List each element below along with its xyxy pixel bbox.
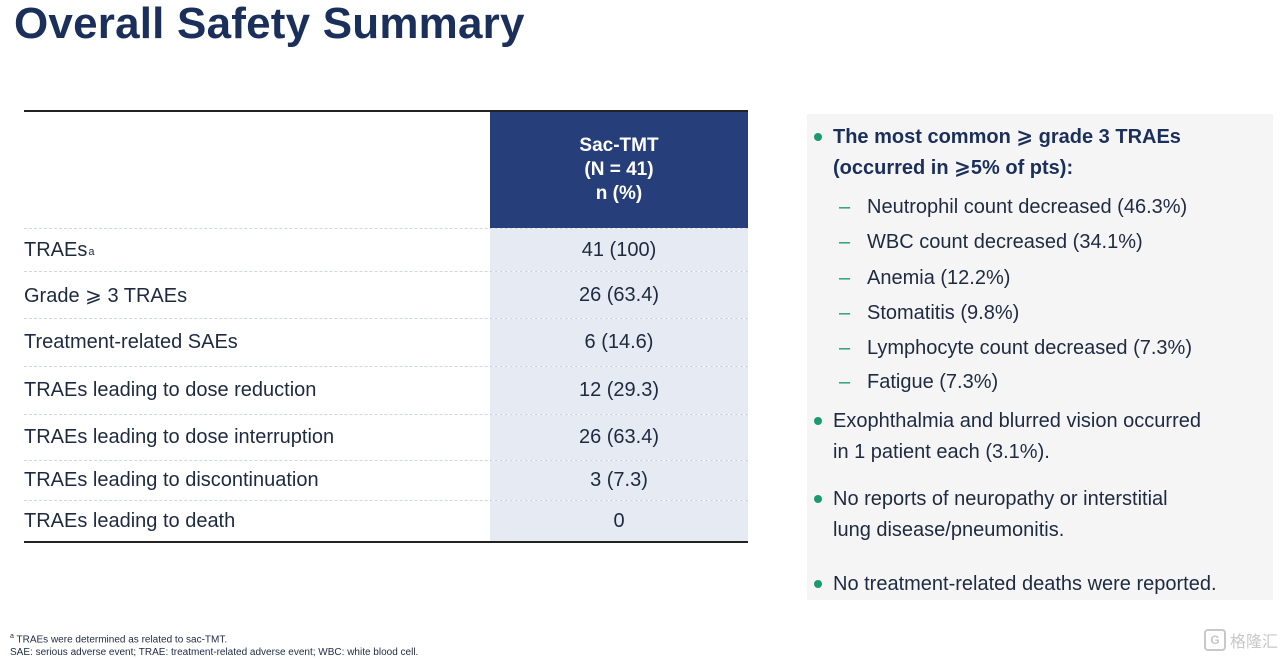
row-value: 12 (29.3) [490,367,748,414]
column-header-line: n (%) [595,183,643,204]
bullet-line: Exophthalmia and blurred vision occurred [833,410,1201,432]
footnote-a: a TRAEs were determined as related to sa… [10,630,418,646]
row-label: TRAEs leading to dose reduction [24,379,317,401]
sub-item: – Lymphocyte count decreased (7.3%) [807,335,1247,361]
footnote-a-text: TRAEs were determined as related to sac-… [16,634,228,646]
row-label: Treatment-related SAEs [24,331,238,353]
bullet-dot-icon [814,133,822,141]
page-title: Overall Safety Summary [14,0,525,48]
column-header-line: (N = 41) [584,159,654,180]
sub-item-text: Lymphocyte count decreased (7.3%) [867,337,1192,359]
bullet-line: No reports of neuropathy or interstitial [833,488,1168,510]
logo-icon: G [1204,629,1226,651]
column-header-line: Sac-TMT [579,135,659,156]
row-label: TRAEs leading to discontinuation [24,469,319,491]
footnote-marker: a [10,633,14,640]
bullet-line: lung disease/pneumonitis. [833,519,1065,541]
watermark-logo: G 格隆汇 [1204,628,1278,652]
sub-item: – Stomatitis (9.8%) [807,300,1247,326]
dash-icon: – [839,302,851,324]
sub-item-text: Fatigue (7.3%) [867,371,999,393]
logo-text: 格隆汇 [1230,634,1279,651]
dash-icon: – [839,231,851,253]
column-header-sac-tmt: Sac-TMT (N = 41) n (%) [490,112,748,228]
row-value: 26 (63.4) [490,415,748,460]
sub-item-text: Neutrophil count decreased (46.3%) [867,196,1188,218]
table-row: TRAEs a 41 (100) [24,228,748,271]
table-header: Sac-TMT (N = 41) n (%) [24,112,748,228]
row-value: 41 (100) [490,229,748,271]
bullet-most-common: The most common ⩾ grade 3 TRAEs (occurre… [807,122,1267,184]
sub-item: – Fatigue (7.3%) [807,369,1247,395]
bullet-dot-icon [814,417,822,425]
row-label-text: TRAEs [24,238,88,261]
summary-panel: The most common ⩾ grade 3 TRAEs (occurre… [807,114,1273,600]
bullet-neuropathy: No reports of neuropathy or interstitial… [807,484,1267,546]
footnote-marker: a [88,246,95,258]
bullet-line: in 1 patient each (3.1%). [833,441,1050,463]
row-label: TRAEs leading to death [24,509,236,532]
safety-table: Sac-TMT (N = 41) n (%) TRAEs a 41 (100) G… [24,110,748,543]
row-label: TRAEs a [24,229,490,271]
bullet-dot-icon [814,580,822,588]
row-label: Grade ⩾ 3 TRAEs [24,284,188,307]
sub-item-text: Anemia (12.2%) [867,267,1011,289]
bullet-deaths: No treatment-related deaths were reporte… [807,569,1267,600]
bullet-exophthalmia: Exophthalmia and blurred vision occurred… [807,406,1267,468]
sub-item: – Anemia (12.2%) [807,265,1247,291]
sub-item-text: WBC count decreased (34.1%) [867,231,1143,253]
bullet-line: No treatment-related deaths were reporte… [833,573,1217,595]
dash-icon: – [839,196,851,218]
dash-icon: – [839,337,851,359]
row-label: TRAEs leading to dose interruption [24,426,335,448]
row-value: 6 (14.6) [490,319,748,366]
table-row: Treatment-related SAEs 6 (14.6) [24,318,748,366]
dash-icon: – [839,267,851,289]
sub-item: – WBC count decreased (34.1%) [807,229,1247,255]
table-row: Grade ⩾ 3 TRAEs 26 (63.4) [24,271,748,318]
table-row: TRAEs leading to death 0 [24,500,748,541]
row-value: 26 (63.4) [490,272,748,318]
footnote-abbreviations: SAE: serious adverse event; TRAE: treatm… [10,647,419,659]
row-value: 0 [490,501,748,541]
row-value: 3 (7.3) [490,461,748,500]
sub-item-text: Stomatitis (9.8%) [867,302,1020,324]
table-row: TRAEs leading to dose reduction 12 (29.3… [24,366,748,414]
bullet-dot-icon [814,495,822,503]
table-row: TRAEs leading to dose interruption 26 (6… [24,414,748,460]
sub-item: – Neutrophil count decreased (46.3%) [807,194,1247,220]
bullet-heading-line: The most common ⩾ grade 3 TRAEs [833,126,1181,148]
bullet-heading-line: (occurred in ⩾5% of pts): [833,157,1074,179]
footnotes: a TRAEs were determined as related to sa… [10,630,418,659]
table-row: TRAEs leading to discontinuation 3 (7.3) [24,460,748,500]
dash-icon: – [839,371,851,393]
